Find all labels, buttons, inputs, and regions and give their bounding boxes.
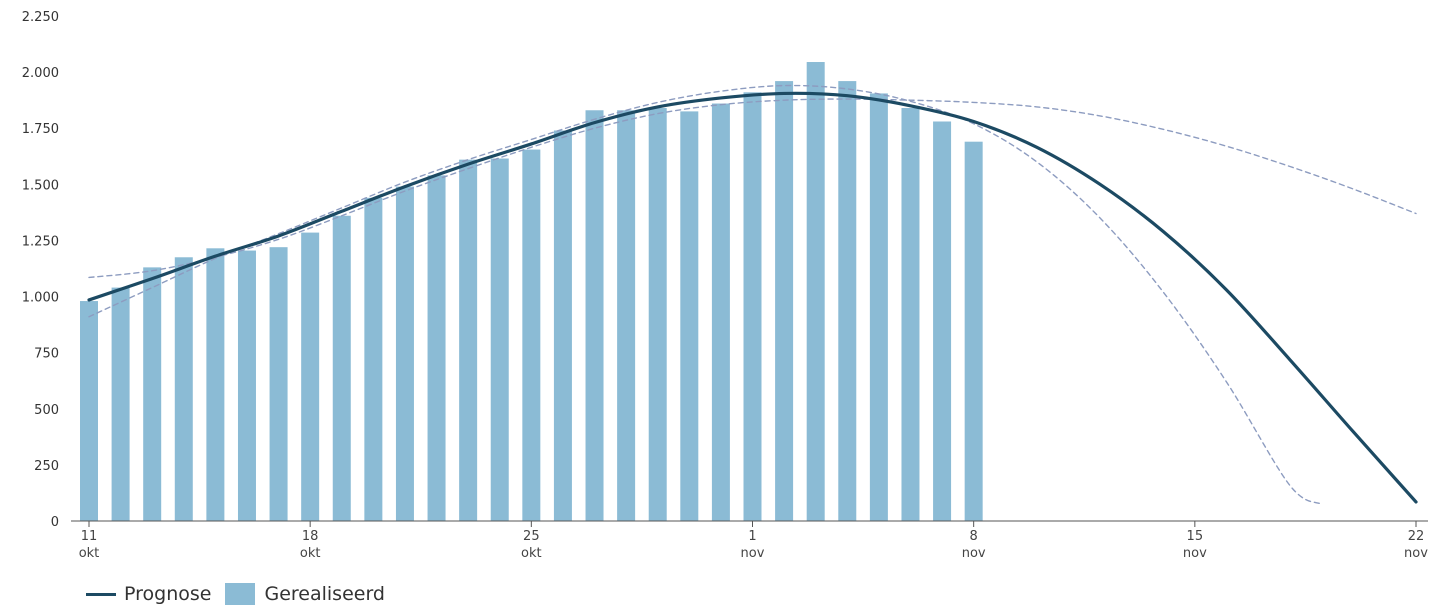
bar [269, 247, 288, 521]
bar [522, 149, 541, 522]
legend: Prognose Gerealiseerd [86, 583, 385, 605]
bar [680, 111, 699, 521]
y-tick-label: 250 [34, 459, 59, 474]
legend-label-prognose: Prognose [124, 583, 212, 605]
x-tick-label-day: 18 [302, 529, 319, 544]
x-axis: 11 okt 18 okt 25 okt 1 nov 8 nov 15 nov 22 nov [79, 521, 1428, 561]
bar [553, 130, 572, 521]
bar [206, 248, 225, 522]
x-tick-label-month: okt [300, 546, 321, 561]
x-tick-label-month: nov [1183, 546, 1207, 561]
bar [869, 93, 888, 521]
x-tick-label-month: nov [1404, 546, 1428, 561]
y-tick-label: 1.250 [22, 234, 59, 249]
bar [933, 121, 952, 521]
bar [111, 287, 130, 521]
y-axis: 0 250 500 750 1.000 1.250 1.500 1.750 2.000 2.250 [22, 10, 59, 530]
y-tick-label: 2.000 [22, 66, 59, 81]
bar [143, 267, 162, 521]
bar [301, 232, 320, 522]
x-tick-label-month: okt [79, 546, 100, 561]
x-tick-label-day: 8 [970, 529, 978, 544]
prognose-line [87, 91, 1418, 504]
bar [964, 141, 983, 521]
legend-label-gerealiseerd: Gerealiseerd [264, 583, 385, 605]
bar [80, 301, 98, 521]
x-tick-label-month: nov [962, 546, 986, 561]
bar [364, 197, 383, 522]
x-tick-label-month: okt [521, 546, 542, 561]
bar [806, 62, 825, 522]
bar [237, 250, 256, 522]
bar [617, 110, 636, 522]
bar [585, 110, 604, 522]
legend-swatch-gerealiseerd [225, 583, 256, 605]
x-tick-label-day: 15 [1187, 529, 1204, 544]
bar-series [80, 62, 983, 522]
legend-swatch-prognose [86, 592, 116, 596]
bar [838, 81, 857, 521]
x-tick-label-month: nov [741, 546, 765, 561]
bar [743, 92, 762, 522]
y-tick-label: 500 [34, 403, 59, 418]
bar [427, 175, 446, 521]
confidence-band-line [88, 98, 1417, 279]
bar [459, 159, 478, 521]
bar [490, 158, 509, 521]
y-tick-label: 0 [51, 515, 59, 530]
bar [332, 215, 351, 521]
x-tick-label-day: 22 [1408, 529, 1425, 544]
bar [174, 257, 193, 521]
x-tick-label-day: 1 [748, 529, 756, 544]
x-tick-label-day: 11 [81, 529, 98, 544]
y-tick-label: 1.750 [22, 122, 59, 137]
bar [648, 108, 667, 522]
y-tick-label: 2.250 [22, 10, 59, 25]
line-series [87, 84, 1418, 505]
x-tick-label-day: 25 [523, 529, 540, 544]
bar [775, 81, 794, 521]
y-tick-label: 1.000 [22, 291, 59, 306]
y-tick-label: 1.500 [22, 178, 59, 193]
bar [395, 186, 414, 522]
y-tick-label: 750 [34, 347, 59, 362]
bar [901, 108, 920, 522]
bar [711, 103, 730, 522]
